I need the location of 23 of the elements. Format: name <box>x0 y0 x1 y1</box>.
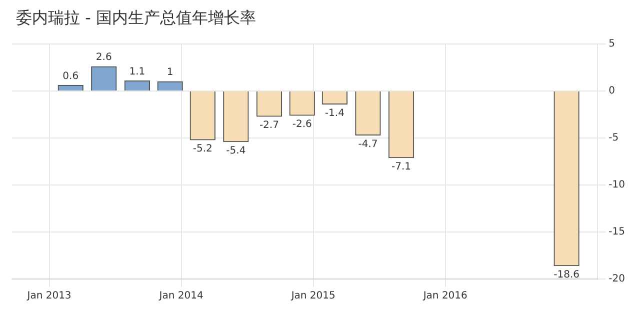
data-label: -4.7 <box>358 138 378 150</box>
y-tick-label: 5 <box>608 38 616 50</box>
x-tick-label: Jan 2014 <box>158 290 204 302</box>
y-tick-label: -20 <box>608 274 626 285</box>
x-tick-label: Jan 2016 <box>422 290 468 302</box>
data-label: -1.4 <box>324 108 344 119</box>
x-tick-label: Jan 2015 <box>290 290 336 302</box>
chart-title: 委内瑞拉 - 国内生产总值年增长率 <box>16 8 257 29</box>
data-label: 1 <box>166 67 174 78</box>
y-tick-label: -15 <box>608 226 626 238</box>
data-label: -5.2 <box>192 143 212 154</box>
data-label: 1.1 <box>129 66 146 78</box>
data-label: -18.6 <box>554 269 580 280</box>
y-tick-label: 0 <box>608 86 616 97</box>
y-tick-label: -5 <box>608 132 619 144</box>
data-label: -7.1 <box>391 161 411 172</box>
y-tick-label: -10 <box>608 180 626 191</box>
data-label: -2.7 <box>259 120 279 131</box>
x-tick-label: Jan 2013 <box>26 290 72 302</box>
data-label: -5.4 <box>226 145 246 156</box>
data-label: 0.6 <box>62 70 79 82</box>
data-label: 2.6 <box>96 52 112 64</box>
data-label: -2.6 <box>292 119 312 130</box>
